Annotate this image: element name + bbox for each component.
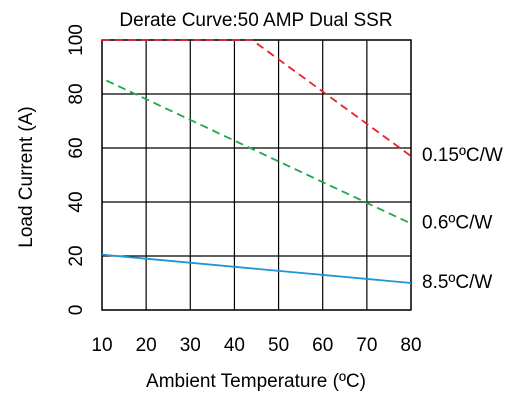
y-axis-label: Load Current (A) (16, 106, 37, 248)
x-axis-label: Ambient Temperature (ºC) (146, 371, 366, 392)
x-tick-label-80: 80 (400, 335, 421, 356)
series-label-1: 0.15ºC/W (422, 145, 503, 166)
y-tick-label-100: 100 (66, 24, 87, 56)
x-tick-label-50: 50 (268, 335, 289, 356)
series-label-2: 0.6ºC/W (422, 213, 492, 234)
x-tick-label-30: 30 (180, 335, 201, 356)
x-tick-label-40: 40 (224, 335, 245, 356)
x-tick-label-10: 10 (91, 335, 112, 356)
y-tick-label-20: 20 (66, 245, 87, 266)
x-tick-label-60: 60 (312, 335, 333, 356)
y-tick-label-40: 40 (66, 191, 87, 212)
axis-ticks: 10 20 30 40 50 60 70 80 0 20 40 60 80 100 (66, 24, 422, 356)
series-label-3: 8.5ºC/W (422, 272, 492, 293)
series-labels: 0.15ºC/W 0.6ºC/W 8.5ºC/W (422, 145, 503, 293)
y-tick-label-80: 80 (66, 83, 87, 104)
x-tick-label-70: 70 (356, 335, 377, 356)
series-line-3 (101, 253, 412, 284)
series-line-2 (106, 79, 412, 225)
x-tick-label-20: 20 (136, 335, 157, 356)
chart-title: Derate Curve:50 AMP Dual SSR (119, 10, 392, 31)
plot-frame (101, 39, 412, 311)
y-tick-label-60: 60 (66, 137, 87, 158)
series-line-1 (102, 39, 412, 157)
y-tick-label-0: 0 (66, 305, 87, 316)
series-lines (101, 39, 412, 284)
plot-grid (101, 39, 412, 311)
